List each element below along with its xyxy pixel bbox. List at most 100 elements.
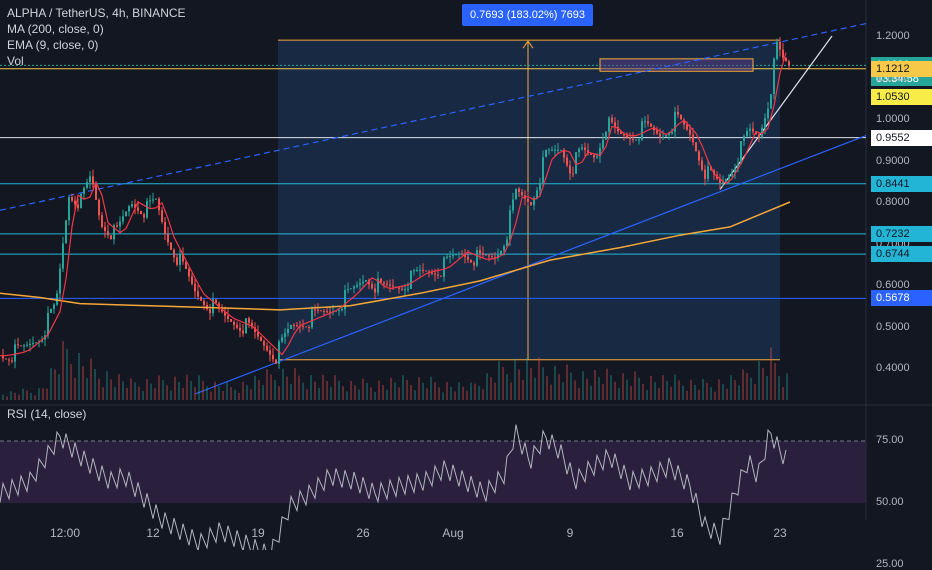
candle-body — [212, 299, 214, 314]
volume-bar — [778, 376, 780, 400]
rsi-axis-tick: 75.00 — [876, 434, 904, 446]
candle-body — [728, 175, 730, 179]
candle-body — [104, 226, 106, 232]
candle-body — [329, 311, 331, 313]
candle-body — [257, 331, 259, 337]
candle-body — [611, 117, 613, 123]
candle-body — [557, 149, 559, 151]
candle-body — [539, 182, 541, 191]
volume-bar — [234, 389, 236, 400]
volume-bar — [134, 382, 136, 400]
volume-bar — [718, 379, 720, 400]
upper-trendline — [0, 22, 867, 211]
volume-bar — [530, 368, 532, 400]
candle-body — [362, 281, 364, 284]
date-axis-tick: 23 — [773, 526, 787, 540]
volume-bar — [182, 387, 184, 400]
candle-body — [230, 319, 232, 322]
volume-bar — [42, 388, 44, 400]
candle-body — [8, 359, 10, 361]
volume-bar — [142, 390, 144, 400]
candle-body — [479, 250, 481, 254]
candle-body — [776, 41, 778, 59]
volume-bar — [422, 382, 424, 400]
candle-body — [569, 165, 571, 174]
volume-bar — [630, 385, 632, 400]
candle-body — [35, 342, 37, 344]
volume-bar — [786, 373, 788, 400]
candle-body — [638, 139, 640, 141]
volume-bar — [546, 376, 548, 400]
candle-body — [176, 257, 178, 265]
date-axis-tick: 19 — [251, 526, 265, 540]
volume-bar — [402, 375, 404, 400]
candle-body — [410, 270, 412, 289]
candle-body — [239, 327, 241, 331]
candle-body — [485, 254, 487, 256]
price-level-tag: 0.6744 — [871, 246, 932, 263]
volume-bar — [162, 380, 164, 400]
volume-bar — [194, 386, 196, 400]
volume-bar — [382, 385, 384, 400]
candle-body — [782, 49, 784, 58]
candle-body — [734, 168, 736, 173]
volume-bar — [434, 382, 436, 400]
price-level-tag: 0.8441 — [871, 175, 932, 192]
candle-body — [488, 255, 490, 257]
candle-body — [575, 152, 577, 174]
candle-body — [308, 326, 310, 328]
candle-body — [5, 358, 7, 360]
candle-body — [578, 148, 580, 153]
candle-body — [368, 280, 370, 285]
candle-body — [125, 211, 127, 217]
candle-body — [662, 136, 664, 138]
candle-body — [491, 256, 493, 258]
volume-bar — [454, 391, 456, 400]
volume-bar — [514, 358, 516, 400]
volume-bar — [606, 368, 608, 400]
candle-body — [440, 275, 442, 277]
candle-body — [515, 188, 517, 200]
candle-body — [251, 322, 253, 328]
volume-bar — [346, 391, 348, 400]
candle-body — [311, 309, 313, 328]
candle-body — [353, 286, 355, 289]
candle-body — [254, 327, 256, 332]
candle-body — [407, 288, 409, 290]
candle-body — [392, 285, 394, 287]
date-axis-tick: Aug — [442, 526, 464, 540]
volume-bar — [70, 364, 72, 400]
candle-body — [587, 149, 589, 153]
volume-bar — [282, 368, 284, 400]
candle-body — [725, 178, 727, 183]
volume-bar — [374, 391, 376, 400]
candle-body — [623, 133, 625, 136]
price-axis-tick: 0.8000 — [876, 196, 910, 208]
candle-body — [155, 198, 157, 200]
price-chart[interactable] — [0, 0, 932, 550]
volume-bar — [154, 388, 156, 400]
candle-body — [197, 291, 199, 297]
candle-body — [644, 121, 646, 123]
candle-body — [401, 288, 403, 290]
candle-body — [758, 134, 760, 138]
rsi-axis-tick: 25.00 — [876, 558, 904, 570]
candle-body — [20, 345, 22, 347]
candle-body — [788, 61, 790, 66]
candle-body — [737, 164, 739, 169]
volume-bar — [598, 377, 600, 400]
volume-bar — [338, 380, 340, 400]
volume-bar — [126, 387, 128, 400]
candle-body — [74, 200, 76, 205]
candle-body — [131, 204, 133, 207]
volume-bar — [502, 366, 504, 400]
volume-bar — [758, 361, 760, 400]
volume-bar — [574, 380, 576, 400]
price-axis-tick: 1.0000 — [876, 113, 910, 125]
volume-bar — [690, 379, 692, 400]
candle-body — [698, 151, 700, 161]
chart-legend: ALPHA / TetherUS, 4h, BINANCE MA (200, c… — [7, 5, 186, 69]
candle-body — [347, 289, 349, 291]
volume-bar — [286, 376, 288, 400]
volume-bar — [550, 384, 552, 400]
